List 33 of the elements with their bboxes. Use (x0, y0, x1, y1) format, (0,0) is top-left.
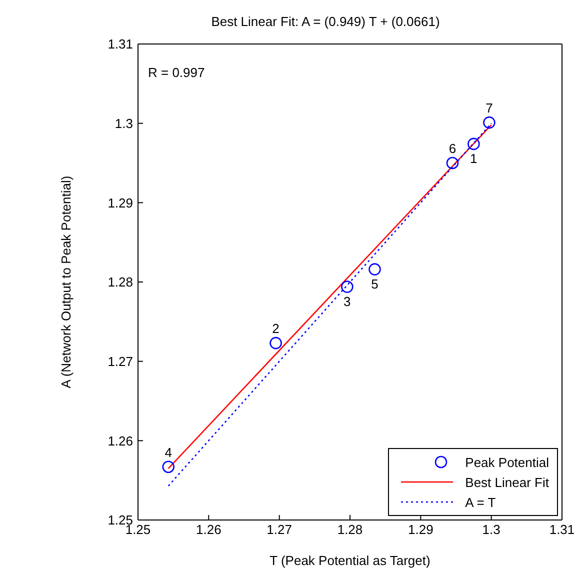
point (368, 263, 381, 276)
point (483, 116, 496, 129)
x-tick-label: 1.27 (266, 522, 292, 538)
annotation: 1 (470, 151, 478, 166)
annotation: 2 (272, 321, 280, 336)
y-tick-label: 1.29 (108, 195, 133, 210)
y-tick-label: 1.3 (114, 116, 133, 131)
point (270, 336, 282, 350)
x-axis-title: T (Peak Potential as Target) (270, 553, 430, 568)
annotation: 5 (371, 276, 378, 292)
annotation: 3 (344, 294, 351, 309)
point (446, 156, 459, 170)
chart-title: Best Linear Fit: A = (0.949) T + (0.0661) (210, 14, 441, 29)
x-tick-label: 1.3 (482, 522, 500, 538)
y-axis-title: A (Network Output to Peak Potential) (58, 176, 74, 388)
x-tick-label: 1.28 (337, 522, 363, 538)
point (468, 138, 480, 150)
point (341, 280, 354, 293)
x-tick-label: 1.31 (549, 522, 575, 538)
annotation: R = 0.997 (148, 65, 205, 80)
y-tick-label: 1.26 (108, 433, 133, 448)
legend-label: A = T (465, 494, 496, 510)
point (162, 460, 175, 473)
x-tick-label: 1.29 (408, 522, 434, 538)
y-tick-label: 1.28 (108, 274, 133, 290)
y-tick-label: 1.27 (108, 354, 133, 369)
annotation: 4 (164, 444, 172, 460)
x-tick-label: 1.26 (196, 522, 222, 538)
legend-label: Best Linear Fit (465, 474, 549, 490)
annotation: 7 (486, 100, 493, 116)
y-tick-label: 1.31 (108, 36, 133, 52)
annotation: 6 (448, 141, 456, 156)
legend-label: Peak Potential (465, 454, 549, 470)
